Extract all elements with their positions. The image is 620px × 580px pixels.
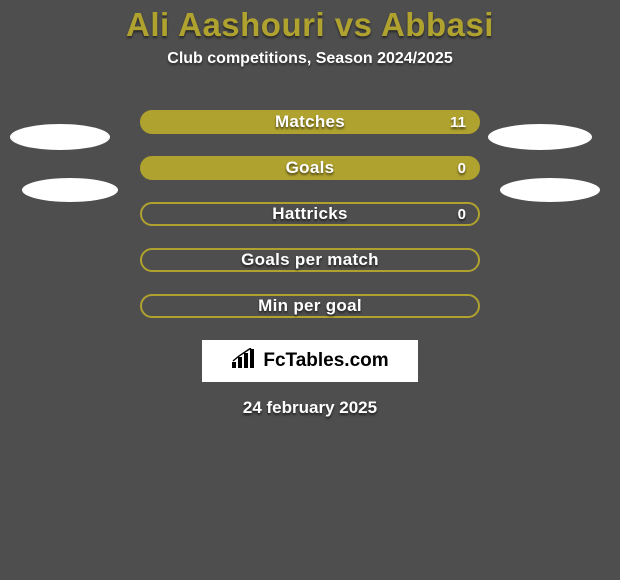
stat-label: Min per goal [258, 296, 362, 316]
subtitle: Club competitions, Season 2024/2025 [0, 50, 620, 68]
stat-label: Matches [275, 112, 345, 132]
stat-value-right: 0 [458, 160, 466, 177]
stat-value-right: 0 [458, 206, 466, 223]
logo-box: FcTables.com [202, 340, 418, 382]
page-title: Ali Aashouri vs Abbasi [0, 0, 620, 44]
stat-label: Goals per match [241, 250, 379, 270]
stat-row: Goals 0 [140, 156, 480, 180]
stat-row: Goals per match [140, 248, 480, 272]
date-text: 24 february 2025 [0, 398, 620, 418]
right-ellipse [500, 178, 600, 202]
left-ellipse [10, 124, 110, 150]
right-ellipse [488, 124, 592, 150]
stat-label: Hattricks [272, 204, 347, 224]
stat-label: Goals [286, 158, 335, 178]
logo: FcTables.com [231, 348, 388, 375]
stat-row: Hattricks 0 [140, 202, 480, 226]
logo-text: FcTables.com [263, 350, 388, 372]
stat-row: Min per goal [140, 294, 480, 318]
comparison-card: Ali Aashouri vs Abbasi Club competitions… [0, 0, 620, 580]
bars-icon [231, 348, 257, 375]
stat-value-right: 11 [450, 114, 466, 131]
stat-row: Matches 11 [140, 110, 480, 134]
left-ellipse [22, 178, 118, 202]
